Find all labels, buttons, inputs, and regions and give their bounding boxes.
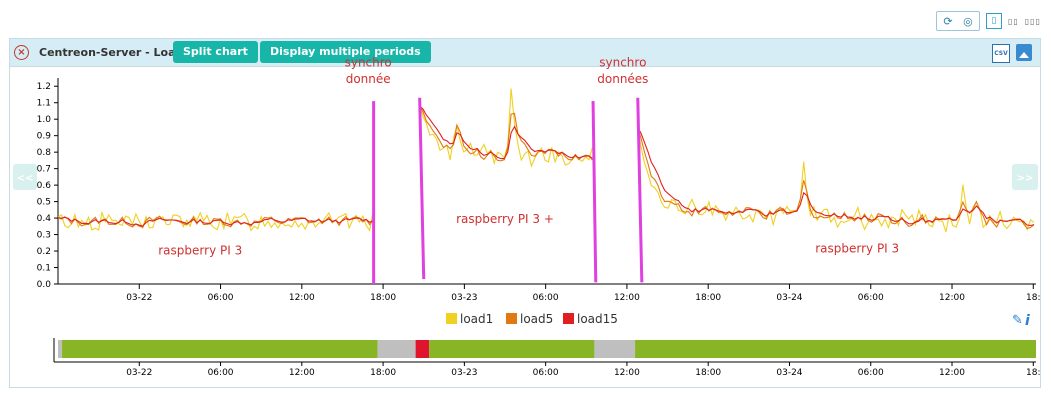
timeline-tick-label: 12:00	[614, 368, 640, 378]
timeline-tick-label: 12:00	[939, 368, 965, 378]
x-tick-label: 03-23	[451, 293, 477, 303]
x-tick-label: 06:00	[208, 293, 234, 303]
x-tick-label: 06:00	[533, 293, 559, 303]
timeline-tick-label: 12:00	[289, 368, 315, 378]
refresh-icon[interactable]: ⟳	[943, 14, 953, 28]
load15-line	[419, 105, 593, 160]
image-export-icon[interactable]	[1016, 44, 1032, 61]
graph-panel: × Centreon-Server - Load Split chart Dis…	[9, 38, 1041, 388]
pencil-icon[interactable]: ✎	[1012, 313, 1023, 328]
csv-export-icon[interactable]: CSV	[992, 44, 1010, 63]
load5-legend-label[interactable]: load5	[520, 312, 553, 326]
y-tick-label: 0.5	[37, 198, 51, 208]
timeline-tick-label: 18:00	[695, 368, 721, 378]
y-tick-label: 0.2	[37, 247, 51, 257]
y-tick-label: 0.0	[37, 280, 52, 290]
x-tick-label: 06:00	[858, 293, 884, 303]
timeline-tick-label: 06:00	[858, 368, 884, 378]
status-segment	[58, 340, 63, 358]
load1-legend-label[interactable]: load1	[460, 312, 493, 326]
annotation-label: raspberry PI 3 +	[456, 212, 554, 226]
annotation-label: raspberry PI 3	[815, 242, 899, 256]
y-tick-label: 0.3	[37, 231, 51, 241]
x-tick-label: 18:	[1026, 293, 1040, 303]
y-tick-label: 0.1	[37, 264, 51, 274]
annotation-label: données	[597, 72, 648, 86]
annotation-label: donnée	[346, 72, 391, 86]
timeline-tick-label: 03-24	[776, 368, 802, 378]
timeline-tick-label: 03-22	[126, 368, 152, 378]
y-tick-label: 0.8	[37, 148, 52, 158]
timeline-tick-label: 06:00	[533, 368, 559, 378]
status-segment	[594, 340, 636, 358]
sync-marker-line	[591, 101, 598, 283]
status-segment	[62, 340, 378, 358]
x-tick-label: 03-22	[126, 293, 152, 303]
prev-period-button[interactable]	[13, 164, 37, 190]
y-tick-label: 1.2	[37, 82, 51, 92]
legend: load1 load5 load15 ✎ i	[446, 312, 1030, 329]
chart-axes: 0.0 0.1 0.2 0.3 0.4 0.5 0.6 0.7 0.8 0.9 1.0 1.1 1.2 0…	[37, 78, 1041, 303]
layout-one-column-button[interactable]: ▯	[985, 13, 1002, 29]
chart-annotations: raspberry PI 3 raspberry PI 3 + raspberry …	[158, 55, 899, 257]
prev-period-label[interactable]: <<	[17, 173, 34, 184]
series-lines	[58, 88, 1035, 233]
y-tick-label: 1.1	[37, 99, 51, 109]
status-segment	[415, 340, 430, 358]
y-tick-label: 0.6	[37, 181, 52, 191]
layout-three-columns-button[interactable]: ▯▯▯	[1024, 16, 1041, 26]
y-tick-label: 0.7	[37, 165, 51, 175]
x-tick-label: 12:00	[939, 293, 965, 303]
refresh-group: ⟳ ◎	[935, 11, 980, 31]
x-tick-label: 03-24	[776, 293, 802, 303]
timeline-tick-label: 18:	[1026, 368, 1040, 378]
status-segment	[429, 340, 595, 358]
layout-two-columns-button[interactable]: ▯▯	[1007, 16, 1019, 26]
load5-line	[419, 105, 593, 162]
load15-line	[637, 127, 1035, 227]
load15-legend-label[interactable]: load15	[577, 312, 618, 326]
panel-header: × Centreon-Server - Load Split chart Dis…	[10, 39, 1040, 67]
timeline-tick-label: 18:00	[370, 368, 396, 378]
close-icon[interactable]: ×	[14, 45, 29, 60]
load15-line	[58, 216, 374, 227]
load1-swatch[interactable]	[446, 313, 457, 324]
timer-icon[interactable]: ◎	[963, 14, 973, 28]
status-timeline: 03-22 06:00 12:00 18:00 03-23 06:00 12:00 18:00…	[53, 338, 1041, 378]
y-tick-label: 0.9	[37, 132, 52, 142]
y-tick-label: 1.0	[37, 115, 52, 125]
annotation-label: synchro	[599, 55, 646, 69]
x-tick-label: 12:00	[614, 293, 640, 303]
next-period-label[interactable]: >>	[1017, 173, 1034, 184]
y-tick-label: 0.4	[37, 214, 52, 224]
load1-line	[58, 210, 374, 232]
annotation-label: synchro	[345, 55, 392, 69]
load5-swatch[interactable]	[506, 313, 517, 324]
x-tick-label: 12:00	[289, 293, 315, 303]
x-tick-label: 18:00	[370, 293, 396, 303]
chart-nav: << >>	[13, 164, 1038, 190]
annotation-label: raspberry PI 3	[158, 243, 242, 257]
timeline-tick-label: 03-23	[451, 368, 477, 378]
next-period-button[interactable]	[1012, 164, 1038, 190]
x-tick-label: 18:00	[695, 293, 721, 303]
info-icon[interactable]: i	[1025, 313, 1030, 329]
timeline-tick-label: 06:00	[208, 368, 234, 378]
panel-title: Centreon-Server - Load	[39, 46, 184, 59]
layout-toolbar: ⟳ ◎ ▯ ▯▯ ▯▯▯	[935, 10, 1041, 32]
status-segment	[377, 340, 416, 358]
load1-line	[637, 128, 1035, 233]
load15-swatch[interactable]	[563, 313, 574, 324]
display-multiple-periods-button[interactable]: Display multiple periods	[260, 41, 431, 63]
status-segment	[635, 340, 1036, 358]
split-chart-button[interactable]: Split chart	[173, 41, 258, 63]
sync-markers	[372, 97, 644, 284]
sync-marker-line	[418, 97, 426, 280]
load5-line	[637, 127, 1035, 230]
sync-marker-line	[636, 97, 644, 283]
